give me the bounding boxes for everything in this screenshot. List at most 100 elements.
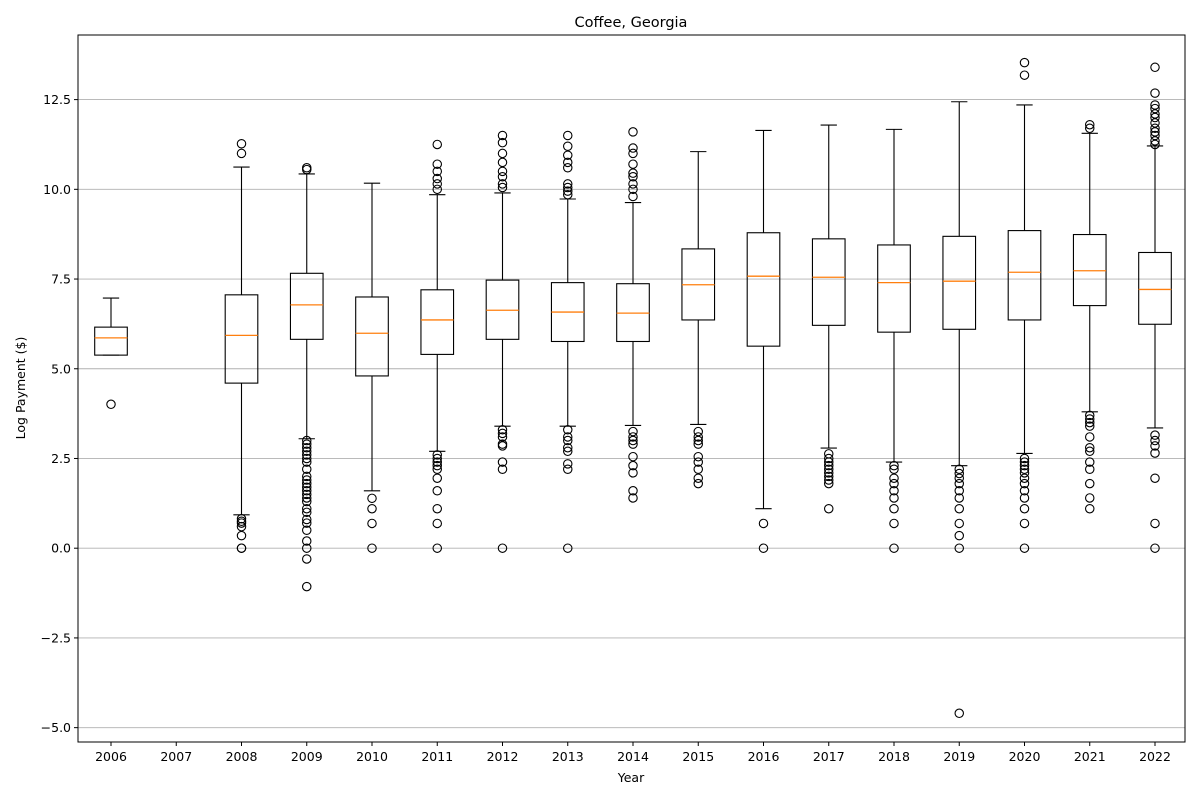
outlier-point <box>889 464 899 474</box>
outlier-point <box>1085 410 1095 421</box>
outlier-point <box>562 141 573 152</box>
outlier-point <box>236 530 247 541</box>
outlier-point <box>1019 486 1030 496</box>
outlier-point <box>628 143 638 153</box>
outlier-point <box>301 442 312 453</box>
outlier-point <box>628 493 638 503</box>
outlier-point <box>301 464 312 474</box>
outlier-point <box>1150 103 1160 114</box>
outlier-point <box>497 137 508 148</box>
outlier-point <box>367 543 377 553</box>
outlier-point <box>1085 493 1095 503</box>
outlier-point <box>1085 503 1095 514</box>
outlier-point <box>432 464 442 474</box>
outlier-point <box>432 453 442 464</box>
outlier-point <box>432 166 442 177</box>
outlier-point <box>301 554 312 564</box>
outlier-point <box>301 450 312 460</box>
x-tick-label: 2008 <box>226 749 258 764</box>
outlier-point <box>1150 130 1160 141</box>
outlier-point <box>497 464 508 474</box>
box-2010 <box>355 182 389 553</box>
box-2020 <box>1007 57 1042 553</box>
box-2015 <box>681 151 716 489</box>
axis-ticks: −5.0 −2.5 0.0 2.5 5.0 7.5 10.0 12.5 2006 2007 2008… <box>41 92 1171 764</box>
outlier-point <box>628 451 638 462</box>
outlier-point <box>301 581 312 592</box>
outlier-point <box>367 503 377 514</box>
outlier-point <box>562 425 573 435</box>
iqr-box <box>355 296 389 377</box>
iqr-box <box>811 238 846 326</box>
x-tick-label: 2019 <box>943 749 975 764</box>
chart-title: Coffee, Georgia <box>575 15 688 31</box>
outlier-point <box>1085 446 1095 457</box>
outlier-point <box>889 543 899 553</box>
outlier-point <box>954 468 964 479</box>
outlier-point <box>1019 460 1030 471</box>
outlier-point <box>628 172 638 182</box>
box-2021 <box>1072 119 1107 514</box>
outlier-point <box>1085 464 1095 474</box>
iqr-box <box>289 272 324 340</box>
x-tick-label: 2006 <box>95 749 127 764</box>
outlier-point <box>954 473 964 483</box>
box-2009 <box>289 163 324 592</box>
outlier-point <box>301 518 312 528</box>
x-tick-label: 2016 <box>748 749 780 764</box>
outlier-point <box>236 138 247 149</box>
outlier-point <box>432 139 442 150</box>
outlier-point <box>1019 468 1030 478</box>
box-2016 <box>746 129 781 553</box>
outlier-point <box>562 432 573 442</box>
x-tick-label: 2007 <box>160 749 192 764</box>
outlier-point <box>693 426 703 437</box>
outlier-point <box>823 475 834 485</box>
outlier-point <box>628 179 638 189</box>
outlier-point <box>1019 473 1030 483</box>
outlier-point <box>628 439 638 449</box>
outlier-point <box>106 399 116 410</box>
outlier-point <box>889 503 899 514</box>
outlier-point <box>1085 478 1095 489</box>
outlier-point <box>432 184 442 195</box>
outlier-point <box>301 503 312 514</box>
outlier-point <box>954 530 964 541</box>
outlier-point <box>1019 478 1030 489</box>
outlier-point <box>693 432 703 442</box>
outlier-point <box>628 432 638 442</box>
outlier-point <box>628 168 638 178</box>
outlier-point <box>301 489 312 500</box>
outlier-point <box>497 543 508 553</box>
y-tick-label: 10.0 <box>43 182 71 197</box>
box-2012 <box>485 130 520 553</box>
x-tick-label: 2017 <box>813 749 845 764</box>
x-tick-label: 2020 <box>1009 749 1041 764</box>
box-2008 <box>224 138 259 553</box>
outlier-point <box>823 468 834 478</box>
outlier-point <box>823 453 834 464</box>
iqr-box <box>1072 233 1107 307</box>
outlier-point <box>1150 62 1160 73</box>
y-tick-label: 7.5 <box>51 272 71 287</box>
outlier-point <box>432 543 442 553</box>
outlier-point <box>1150 109 1160 119</box>
outlier-point <box>1150 112 1160 123</box>
outlier-point <box>954 708 964 719</box>
outlier-point <box>1019 57 1030 68</box>
outlier-point <box>1019 453 1030 464</box>
outlier-point <box>236 148 247 159</box>
outlier-point <box>1085 432 1095 442</box>
outlier-point <box>628 468 638 478</box>
box-2019 <box>942 101 977 719</box>
outlier-point <box>889 473 899 483</box>
x-tick-label: 2010 <box>356 749 388 764</box>
x-tick-label: 2013 <box>552 749 584 764</box>
outlier-point <box>693 478 703 489</box>
outlier-point <box>954 464 964 474</box>
x-tick-label: 2012 <box>487 749 519 764</box>
outlier-point <box>497 130 508 141</box>
outlier-point <box>236 518 247 528</box>
x-tick-label: 2015 <box>682 749 714 764</box>
outlier-point <box>562 150 573 160</box>
